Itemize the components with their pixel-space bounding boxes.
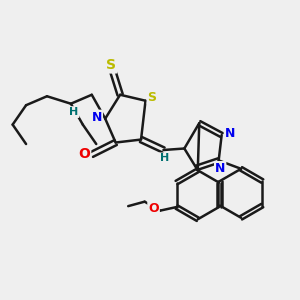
Text: N: N <box>92 111 102 124</box>
Text: S: S <box>148 91 157 103</box>
Text: O: O <box>148 202 159 215</box>
Text: S: S <box>106 58 116 73</box>
Text: H: H <box>69 107 79 117</box>
Text: O: O <box>78 148 90 161</box>
Text: N: N <box>215 162 225 175</box>
Text: N: N <box>225 127 235 140</box>
Text: H: H <box>160 153 169 164</box>
